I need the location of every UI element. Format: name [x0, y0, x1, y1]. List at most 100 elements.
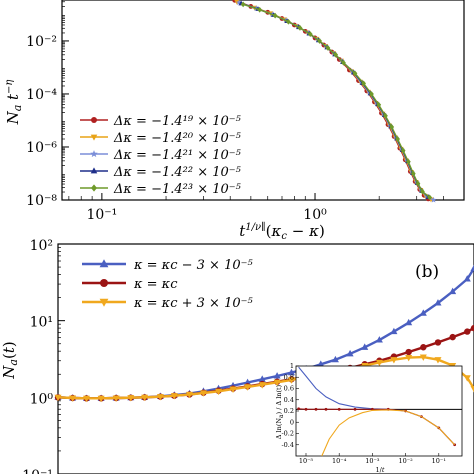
y-tick-label: 10¹	[30, 315, 53, 331]
series-4-point	[405, 158, 411, 165]
panel-a-ticks: 10⁻² 10⁻⁴ 10⁻⁶ 10⁻⁸ 10⁻¹ 10⁰	[26, 1, 444, 223]
series-0-line	[234, 0, 429, 200]
series-3-line	[240, 2, 429, 198]
series-4-point	[395, 136, 400, 142]
series-2-point	[127, 395, 135, 402]
inset-x-tick-label: 10⁻²	[398, 457, 413, 465]
legend-0-label: κ = κc − 3 × 10⁻⁵	[133, 258, 253, 273]
series-0-point	[346, 349, 354, 357]
legend-0-marker	[99, 259, 109, 268]
y-tick-label: 10⁻⁶	[26, 140, 57, 156]
inset-ticks: 1 0.8 0.6 0.4 0.2 0 -0.2 -0.4 10⁻⁵ 10⁻⁴ 10⁻³ 10⁻² 10…	[281, 362, 446, 465]
series-4-point	[297, 25, 303, 31]
series-4-point	[307, 31, 313, 38]
legend-2-label: κ = κc + 3 × 10⁻⁵	[133, 296, 253, 311]
series-0-point	[331, 355, 339, 363]
series-0-point	[244, 378, 252, 386]
legend-1-label: Δκ = −1.4²⁰ × 10⁻⁵	[113, 131, 242, 146]
panel-a-series	[232, 0, 437, 203]
inset-xlabel: 1/t	[376, 466, 385, 474]
panel-b-inset: 1 0.8 0.6 0.4 0.2 0 -0.2 -0.4 10⁻⁵ 10⁻⁴ 10⁻³ 10⁻² 10…	[275, 362, 463, 474]
series-2-point	[430, 196, 437, 203]
inset-x-tick-label: 10⁻¹	[432, 457, 447, 465]
series-2-point	[185, 391, 193, 399]
series-0-point	[287, 368, 295, 376]
series-0-point	[470, 264, 474, 271]
series-2-point	[69, 395, 77, 402]
series-0-point	[258, 375, 266, 382]
y-tick-label: 10²	[30, 238, 53, 254]
legend-1-marker	[90, 134, 98, 141]
panel-b-frame	[57, 243, 474, 474]
series-4-point	[383, 112, 388, 119]
inset-series-1-point	[304, 407, 308, 411]
series-0-point	[390, 327, 398, 335]
series-0-point	[405, 318, 413, 326]
legend-0-marker	[91, 117, 97, 123]
panel-b: 10² 10¹ 10⁰ 10⁻¹ Na(t) (b) κ = κc − 3 × 10⁻…	[0, 238, 474, 474]
series-4-point	[333, 51, 339, 58]
inset-x-tick-label: 10⁻⁴	[332, 457, 347, 465]
panel-b-legend: κ = κc − 3 × 10⁻⁵ κ = κc κ = κc + 3 × 10⁻⁵	[82, 258, 253, 311]
series-4-point	[369, 91, 374, 97]
series-0-point	[361, 343, 369, 350]
inset-y-tick-label: 0.2	[284, 407, 294, 415]
series-2-point	[141, 394, 149, 402]
series-4-point	[352, 70, 358, 77]
y-tick-label: 10⁻⁴	[26, 87, 57, 103]
inset-series-1-point	[353, 407, 357, 411]
series-0-point	[449, 287, 457, 295]
series-2-point	[273, 379, 281, 387]
series-4-point	[376, 101, 382, 108]
series-4-point	[419, 188, 425, 195]
series-2-point	[287, 377, 295, 384]
series-1-point	[470, 324, 474, 332]
series-2-point	[244, 384, 252, 391]
panel-a-xlabel: t1/ν∥(κc − κ)	[239, 221, 325, 242]
series-1-point	[434, 339, 442, 346]
series-2-point	[229, 386, 237, 393]
inset-y-tick-label: 0.4	[284, 396, 294, 404]
y-tick-label: 10⁻¹	[22, 468, 53, 474]
series-4-point	[317, 38, 322, 44]
inset-frame	[295, 365, 463, 457]
series-1-point	[449, 333, 456, 341]
series-2-line	[57, 355, 474, 400]
inset-series	[296, 366, 462, 457]
series-0-point	[375, 336, 383, 343]
legend-2-label: Δκ = −1.4²¹ × 10⁻⁵	[113, 148, 242, 163]
series-2-point	[463, 375, 471, 382]
legend-0-label: Δκ = −1.4¹⁹ × 10⁻⁵	[113, 114, 242, 129]
series-2-point	[258, 382, 266, 389]
series-2-point	[390, 357, 398, 364]
series-0-point	[463, 275, 471, 282]
series-4-line	[242, 3, 431, 198]
legend-3-marker	[90, 167, 98, 174]
inset-y-tick-label: 0	[290, 418, 294, 426]
series-4-point	[240, 1, 246, 8]
y-tick-label: 10⁻²	[26, 34, 57, 50]
legend-2-marker	[90, 150, 98, 158]
x-tick-label: 10⁰	[303, 207, 327, 223]
panel-b-ylabel: Na(t)	[0, 341, 20, 379]
series-2-point	[156, 394, 164, 401]
series-0-point	[434, 299, 442, 306]
inset-y-tick-label: 0.6	[284, 385, 294, 393]
inset-ylabel: Δ ln(Na) / Δ ln(t)	[275, 384, 285, 439]
inset-y-tick-label: 1	[290, 362, 294, 370]
series-2-line	[238, 1, 434, 201]
series-4-point	[325, 45, 331, 51]
panel-a: 10⁻² 10⁻⁴ 10⁻⁶ 10⁻⁸ 10⁻¹ 10⁰ Na t−η t1/ν∥(κc …	[4, 0, 465, 242]
series-2-point	[215, 388, 223, 396]
series-0-point	[317, 360, 325, 367]
series-4-point	[415, 180, 421, 187]
series-2-point	[419, 354, 427, 361]
inset-y-tick-label: -0.2	[281, 430, 294, 438]
inset-series-1-point	[297, 407, 301, 411]
series-2-point	[54, 394, 62, 402]
series-4-point	[361, 80, 366, 87]
inset-series-2-line	[321, 409, 456, 457]
legend-1-marker	[100, 279, 108, 287]
series-4-point	[427, 194, 433, 201]
inset-series-1-point	[324, 407, 328, 411]
